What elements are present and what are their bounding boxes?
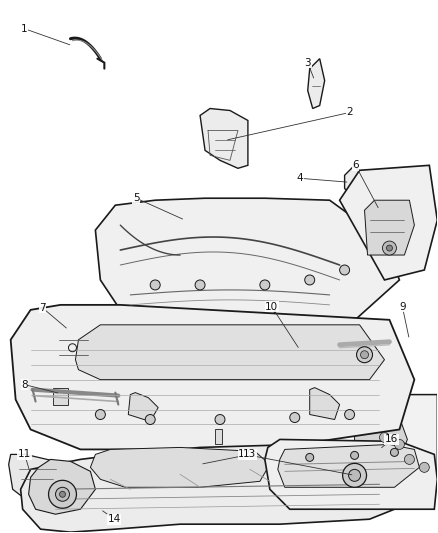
Text: 2: 2 <box>346 108 353 117</box>
Polygon shape <box>200 109 248 168</box>
Circle shape <box>395 439 404 449</box>
Circle shape <box>382 241 396 255</box>
Text: 8: 8 <box>21 379 28 390</box>
Circle shape <box>379 432 389 442</box>
Polygon shape <box>285 385 338 430</box>
Circle shape <box>306 454 314 462</box>
Circle shape <box>305 275 314 285</box>
Circle shape <box>360 351 368 359</box>
Text: 14: 14 <box>108 514 121 524</box>
Polygon shape <box>9 455 66 499</box>
Text: 5: 5 <box>133 193 140 203</box>
Polygon shape <box>310 387 339 419</box>
Circle shape <box>150 280 160 290</box>
Polygon shape <box>128 393 158 422</box>
Circle shape <box>145 415 155 424</box>
Text: 12: 12 <box>238 449 251 459</box>
Polygon shape <box>308 59 325 109</box>
Circle shape <box>95 409 106 419</box>
Polygon shape <box>53 387 68 405</box>
Polygon shape <box>90 447 270 487</box>
Polygon shape <box>11 305 414 449</box>
Text: 1: 1 <box>21 24 28 34</box>
Circle shape <box>56 487 70 501</box>
Polygon shape <box>50 315 95 375</box>
Circle shape <box>49 480 77 508</box>
Circle shape <box>357 347 372 362</box>
Polygon shape <box>95 198 399 330</box>
Text: 4: 4 <box>297 173 303 183</box>
Circle shape <box>343 463 367 487</box>
Polygon shape <box>345 165 361 195</box>
Polygon shape <box>75 325 385 379</box>
Circle shape <box>349 470 360 481</box>
Circle shape <box>60 491 66 497</box>
Text: 13: 13 <box>243 449 257 459</box>
Polygon shape <box>339 165 437 280</box>
Polygon shape <box>278 445 419 487</box>
Circle shape <box>260 280 270 290</box>
Text: 3: 3 <box>304 58 311 68</box>
Text: 7: 7 <box>39 303 46 313</box>
Text: 16: 16 <box>385 434 398 445</box>
Text: 11: 11 <box>18 449 31 459</box>
Polygon shape <box>28 459 95 514</box>
Polygon shape <box>272 310 437 489</box>
Circle shape <box>350 451 359 459</box>
Circle shape <box>419 462 429 472</box>
Polygon shape <box>285 320 325 360</box>
Circle shape <box>386 245 392 251</box>
Polygon shape <box>314 447 399 499</box>
Polygon shape <box>215 430 222 445</box>
Circle shape <box>404 455 414 464</box>
Circle shape <box>339 265 350 275</box>
Text: 6: 6 <box>352 160 359 171</box>
Circle shape <box>390 448 399 456</box>
Polygon shape <box>355 416 407 459</box>
Polygon shape <box>265 439 437 509</box>
Circle shape <box>195 280 205 290</box>
Text: 10: 10 <box>265 302 279 312</box>
Polygon shape <box>21 445 410 532</box>
Circle shape <box>215 415 225 424</box>
Circle shape <box>290 413 300 423</box>
Circle shape <box>345 409 355 419</box>
Text: 9: 9 <box>399 302 406 312</box>
Polygon shape <box>364 200 414 255</box>
